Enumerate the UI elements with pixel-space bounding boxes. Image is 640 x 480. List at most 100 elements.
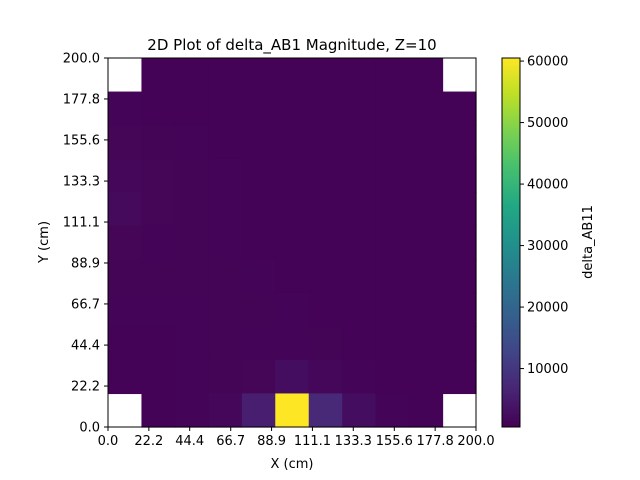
heatmap-cell <box>241 326 276 361</box>
heatmap-cell <box>442 158 477 193</box>
heatmap-cells <box>108 58 477 428</box>
colorbar-ticks: 10000 20000 30000 40000 50000 60000 <box>520 55 568 377</box>
heatmap-cell <box>375 359 410 395</box>
x-tick-label: 155.6 <box>376 434 413 449</box>
heatmap-cell <box>208 158 243 193</box>
heatmap-cell <box>308 192 343 227</box>
x-axis-label: X (cm) <box>271 457 314 472</box>
heatmap-cell <box>275 326 310 361</box>
heatmap-cell <box>342 326 377 361</box>
heatmap-cell <box>208 91 243 126</box>
heatmap-cell <box>375 158 410 193</box>
y-tick-label: 133.3 <box>63 175 100 190</box>
heatmap-cell <box>442 292 477 327</box>
heatmap-cell <box>409 192 444 227</box>
heatmap-cell <box>409 259 444 294</box>
heatmap-cell <box>442 326 477 361</box>
heatmap-cell <box>342 91 377 126</box>
heatmap-cell <box>108 91 143 126</box>
heatmap-cell <box>241 192 276 227</box>
heatmap-cell <box>141 326 176 361</box>
heatmap-cell <box>141 125 176 160</box>
heatmap-cell <box>108 192 143 227</box>
heatmap-cell <box>442 359 477 395</box>
heatmap-cell <box>308 326 343 361</box>
heatmap-cell <box>141 359 176 395</box>
heatmap-cell <box>275 58 310 93</box>
heatmap-cell <box>208 192 243 227</box>
heatmap-cell <box>208 326 243 361</box>
heatmap-cell <box>275 192 310 227</box>
y-tick-label: 111.1 <box>63 216 100 231</box>
heatmap-cell <box>108 225 143 260</box>
y-tick-label: 22.2 <box>71 380 100 395</box>
heatmap-cell <box>208 359 243 395</box>
heatmap-cell <box>409 225 444 260</box>
x-tick-label: 111.1 <box>294 434 331 449</box>
heatmap-cell <box>174 359 209 395</box>
heatmap-cell <box>141 259 176 294</box>
heatmap-cell <box>308 393 343 428</box>
heatmap-cell <box>308 158 343 193</box>
heatmap-cell <box>375 225 410 260</box>
heatmap-cell <box>442 91 477 126</box>
heatmap-cell <box>275 259 310 294</box>
heatmap-cell <box>174 91 209 126</box>
heatmap-cell <box>241 125 276 160</box>
heatmap-cell <box>409 393 444 428</box>
heatmap-cell <box>108 259 143 294</box>
heatmap-cell <box>108 326 143 361</box>
y-tick-label: 200.0 <box>63 52 100 67</box>
heatmap-cell <box>342 359 377 395</box>
x-tick-label: 133.3 <box>335 434 372 449</box>
heatmap-cell <box>409 125 444 160</box>
heatmap-cell <box>141 158 176 193</box>
heatmap-cell <box>275 125 310 160</box>
heatmap-cell <box>342 158 377 193</box>
heatmap-cell <box>141 91 176 126</box>
x-tick-label: 200.0 <box>457 434 494 449</box>
heatmap-cell <box>342 259 377 294</box>
heatmap-cell <box>275 359 310 395</box>
heatmap-cell <box>241 393 276 428</box>
heatmap-cell <box>208 393 243 428</box>
heatmap-cell <box>208 292 243 327</box>
heatmap-cell <box>375 91 410 126</box>
heatmap-cell <box>174 259 209 294</box>
heatmap-cell <box>141 58 176 93</box>
heatmap-cell <box>409 326 444 361</box>
heatmap-cell <box>241 292 276 327</box>
heatmap-cell <box>442 192 477 227</box>
heatmap-cell <box>108 158 143 193</box>
heatmap-cell <box>174 225 209 260</box>
heatmap-cell <box>241 225 276 260</box>
y-axis-ticks: 0.0 22.2 44.4 66.7 88.9 111.1 133.3 155.6 177.8 2… <box>63 52 108 436</box>
heatmap-cell <box>409 359 444 395</box>
heatmap-cell <box>208 125 243 160</box>
heatmap-cell <box>342 192 377 227</box>
heatmap-cell <box>108 359 143 395</box>
heatmap-cell <box>174 192 209 227</box>
heatmap-cell <box>241 359 276 395</box>
colorbar-tick-label: 60000 <box>527 55 568 70</box>
heatmap-cell <box>141 393 176 428</box>
heatmap-cell <box>308 292 343 327</box>
heatmap-cell <box>342 393 377 428</box>
heatmap-cell <box>308 58 343 93</box>
x-tick-label: 0.0 <box>98 434 119 449</box>
x-tick-label: 88.9 <box>257 434 286 449</box>
heatmap-cell <box>442 225 477 260</box>
heatmap-cell <box>275 225 310 260</box>
y-tick-label: 66.7 <box>71 297 100 312</box>
heatmap-cell <box>208 225 243 260</box>
heatmap-cell <box>208 259 243 294</box>
heatmap-cell <box>174 326 209 361</box>
colorbar-tick-label: 10000 <box>527 362 568 377</box>
heatmap-cell <box>442 125 477 160</box>
heatmap-cell <box>174 292 209 327</box>
heatmap-cell <box>108 292 143 327</box>
heatmap-cell <box>375 292 410 327</box>
heatmap-cell <box>409 58 444 93</box>
heatmap-cell <box>308 225 343 260</box>
heatmap-cell <box>375 192 410 227</box>
